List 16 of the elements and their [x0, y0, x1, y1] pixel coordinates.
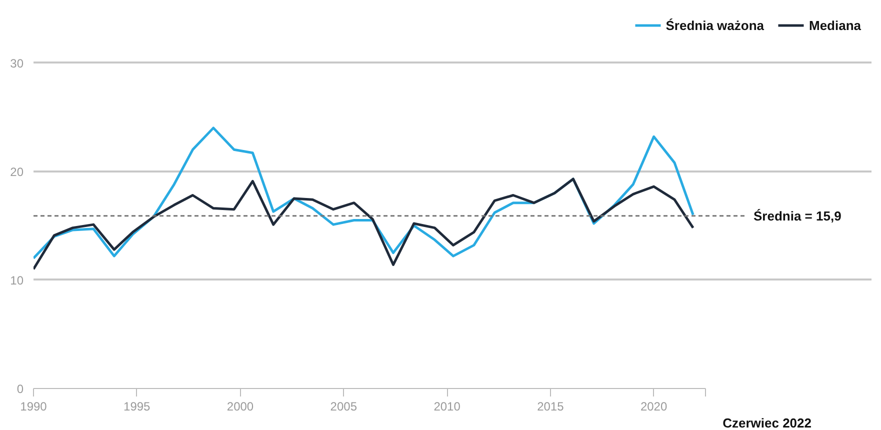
y-tick-label: 10	[10, 273, 24, 288]
ref-line-label: Średnia = 15,9	[754, 208, 842, 224]
x-tick-label: 2000	[226, 400, 254, 414]
line-series	[34, 178, 694, 270]
x-tick-label: 1990	[20, 400, 48, 414]
y-tick-label: 30	[10, 56, 24, 70]
text: Czerwiec 2022	[722, 416, 812, 430]
y-tick-label: 20	[10, 164, 24, 179]
x-tick-label: 2005	[330, 400, 358, 414]
x-tick-label: 1995	[124, 400, 151, 414]
legend-label: Mediana	[808, 18, 861, 32]
x-tick-label: 2015	[537, 400, 564, 414]
x-tick-label: 2010	[434, 400, 461, 414]
x-tick-label: 2020	[640, 400, 668, 414]
y-tick-label: 0	[16, 382, 24, 396]
legend-label: Średnia ważona	[666, 18, 764, 32]
